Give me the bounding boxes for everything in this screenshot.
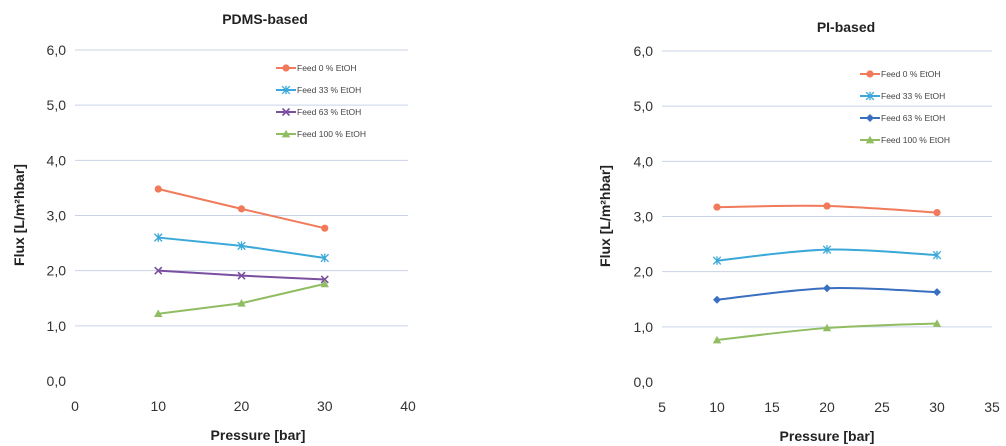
y-tick-label: 1,0 xyxy=(634,319,654,335)
data-point xyxy=(823,284,831,293)
legend-item: Feed 100 % EtOH xyxy=(276,129,366,139)
series-2 xyxy=(153,233,330,263)
y-tick-label: 6,0 xyxy=(634,43,654,59)
data-point xyxy=(153,233,163,242)
data-point xyxy=(320,275,329,284)
legend-item: Feed 33 % EtOH xyxy=(276,85,361,95)
y-tick-label: 4,0 xyxy=(634,153,654,169)
legend-marker xyxy=(865,91,875,101)
data-point xyxy=(154,185,162,193)
legend-label: Feed 100 % EtOH xyxy=(881,135,950,145)
data-point xyxy=(932,319,942,327)
legend-label: Feed 33 % EtOH xyxy=(297,85,361,95)
series-1 xyxy=(154,185,329,232)
data-point xyxy=(237,241,246,251)
legend-marker xyxy=(281,85,291,95)
x-tick-label: 15 xyxy=(764,399,780,415)
series-1 xyxy=(713,202,941,217)
data-point xyxy=(320,279,329,288)
legend-marker xyxy=(866,114,874,122)
data-point xyxy=(154,309,163,318)
y-tick-label: 6,0 xyxy=(47,42,67,58)
legend-item: Feed 63 % EtOH xyxy=(276,107,361,117)
y-tick-label: 2,0 xyxy=(634,264,654,280)
legend-label: Feed 0 % EtOH xyxy=(881,69,941,79)
data-point xyxy=(933,209,941,217)
series-3 xyxy=(713,284,941,304)
legend-label: Feed 33 % EtOH xyxy=(881,91,945,101)
data-point xyxy=(712,335,722,344)
y-tick-label: 5,0 xyxy=(634,98,654,114)
series-2 xyxy=(712,245,942,265)
x-tick-label: 30 xyxy=(929,399,945,415)
y-tick-label: 3,0 xyxy=(47,208,67,224)
x-axis-label: Pressure [bar] xyxy=(780,428,875,444)
chart-1: PDMS-based 0,0 1,0 2,0 3,0 4,0 5,0 6,0 0 10 20 30 40… xyxy=(11,11,416,443)
series-3 xyxy=(154,266,329,284)
y-tick-label: 3,0 xyxy=(634,209,654,225)
data-point xyxy=(237,271,246,280)
data-point xyxy=(154,266,163,275)
data-point xyxy=(320,253,330,263)
data-point xyxy=(822,245,832,254)
legend-label: Feed 63 % EtOH xyxy=(297,107,361,117)
y-tick-label: 2,0 xyxy=(47,263,67,279)
x-tick-label: 25 xyxy=(874,399,890,415)
data-point xyxy=(712,256,722,265)
y-axis-label: Flux [L/m²hbar] xyxy=(11,164,27,266)
legend-marker xyxy=(866,70,874,78)
legend-item: Feed 33 % EtOH xyxy=(860,91,945,101)
legend-marker xyxy=(282,64,290,72)
data-point xyxy=(932,250,942,260)
y-tick-label: 1,0 xyxy=(47,318,67,334)
x-tick-label: 20 xyxy=(234,398,250,414)
x-tick-label: 0 xyxy=(71,398,79,414)
x-tick-label: 35 xyxy=(984,399,1000,415)
data-point xyxy=(321,224,329,232)
data-point xyxy=(933,288,941,297)
chart-title: PI-based xyxy=(817,19,875,35)
x-tick-label: 10 xyxy=(150,398,166,414)
y-axis-label: Flux [L/m²hbar] xyxy=(597,165,613,267)
x-tick-label: 40 xyxy=(400,398,416,414)
y-tick-label: 4,0 xyxy=(47,152,67,168)
chart-title: PDMS-based xyxy=(222,11,308,27)
legend-marker xyxy=(865,135,875,144)
x-axis-label: Pressure [bar] xyxy=(211,427,306,443)
data-point xyxy=(237,205,246,213)
chart-2: PI-based 0,0 1,0 2,0 3,0 4,0 5,0 6,0 5 10 15 20 25 30… xyxy=(597,19,1000,444)
legend-marker xyxy=(281,107,291,117)
legend-item: Feed 100 % EtOH xyxy=(860,135,950,145)
legend-label: Feed 63 % EtOH xyxy=(881,113,945,123)
data-point xyxy=(713,203,721,211)
data-point xyxy=(823,202,831,210)
x-tick-label: 5 xyxy=(658,399,666,415)
legend-item: Feed 63 % EtOH xyxy=(860,113,945,123)
legend-item: Feed 0 % EtOH xyxy=(276,63,357,73)
legend-item: Feed 0 % EtOH xyxy=(860,69,941,79)
y-tick-label: 0,0 xyxy=(634,374,654,390)
y-tick-label: 0,0 xyxy=(47,373,67,389)
legend-label: Feed 100 % EtOH xyxy=(297,129,366,139)
y-tick-label: 5,0 xyxy=(47,97,67,113)
data-point xyxy=(237,299,246,307)
data-point xyxy=(713,295,721,304)
data-point xyxy=(822,323,832,332)
series-4 xyxy=(154,279,329,318)
x-tick-label: 30 xyxy=(317,398,333,414)
series-line xyxy=(158,282,325,315)
legend-label: Feed 0 % EtOH xyxy=(297,63,357,73)
legend-marker xyxy=(281,129,291,138)
x-tick-label: 10 xyxy=(709,399,725,415)
x-tick-label: 20 xyxy=(819,399,835,415)
series-4 xyxy=(712,319,942,344)
